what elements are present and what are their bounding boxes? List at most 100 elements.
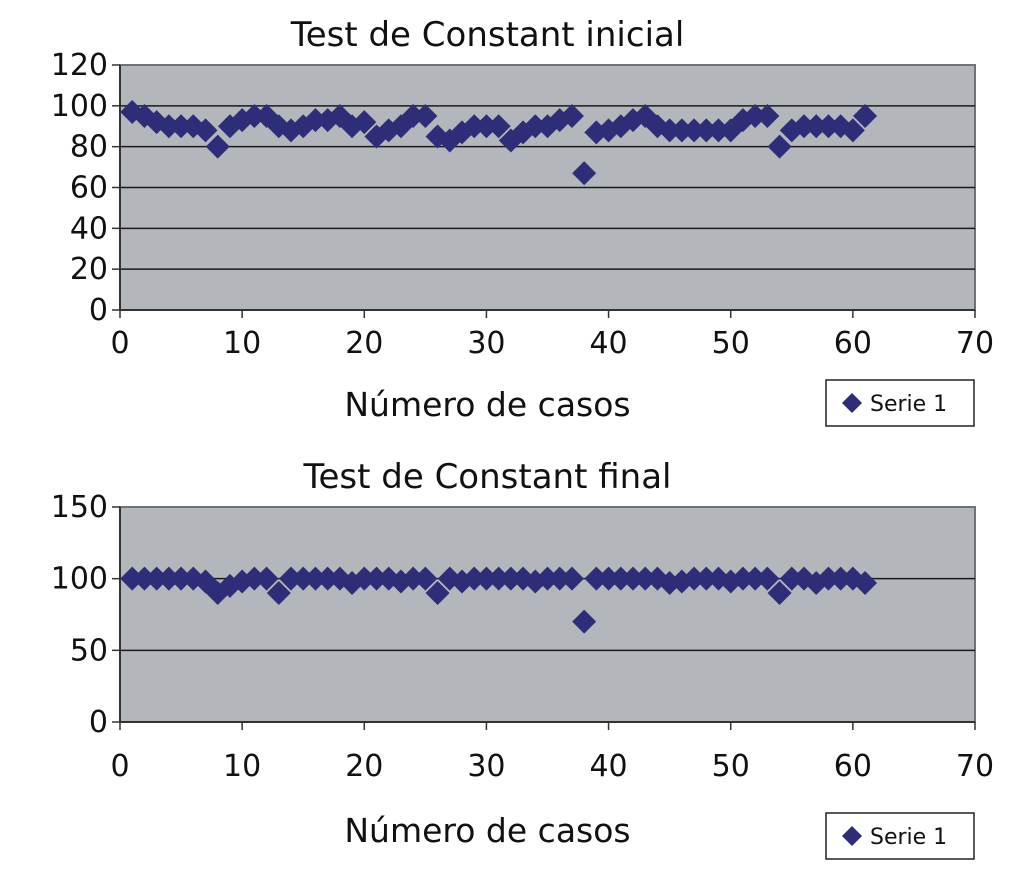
y-tick-label: 120 — [51, 48, 108, 83]
data-point — [535, 566, 560, 591]
data-point — [242, 104, 267, 129]
data-point — [779, 566, 804, 591]
data-point — [315, 566, 340, 591]
data-point — [205, 134, 230, 159]
y-tick-label: 150 — [51, 490, 108, 525]
data-point — [547, 566, 572, 591]
data-point — [193, 118, 218, 143]
data-point — [767, 134, 792, 159]
data-point — [352, 566, 377, 591]
data-point — [743, 104, 768, 129]
data-point — [853, 570, 878, 595]
data-point — [144, 566, 169, 591]
data-point — [254, 104, 279, 129]
chart-title: Test de Constant inicial — [290, 15, 685, 55]
data-point — [559, 104, 584, 129]
y-tick-label: 40 — [70, 211, 108, 246]
data-point — [486, 114, 511, 139]
legend-marker-1 — [842, 826, 862, 846]
data-point — [816, 566, 841, 591]
data-point — [486, 566, 511, 591]
x-tick-label: 50 — [712, 749, 750, 784]
y-tick-label: 100 — [51, 562, 108, 597]
data-point — [792, 114, 816, 139]
data-point — [474, 566, 499, 591]
x-tick-label: 0 — [110, 749, 129, 784]
data-point — [706, 118, 731, 143]
data-point — [156, 114, 181, 139]
data-point — [254, 566, 279, 591]
legend-label: Serie 1 — [870, 392, 947, 417]
legend-marker-0 — [842, 393, 862, 413]
data-point — [364, 124, 389, 149]
x-tick-label: 10 — [223, 749, 261, 784]
chart-title: Test de Constant final — [303, 457, 672, 497]
data-point — [633, 104, 658, 129]
data-point — [840, 118, 865, 143]
data-point — [572, 161, 597, 186]
data-point — [657, 118, 682, 143]
x-tick-label: 70 — [956, 326, 994, 361]
data-point — [853, 104, 878, 129]
data-point — [608, 566, 633, 591]
data-point — [327, 104, 352, 129]
x-tick-label: 20 — [345, 749, 383, 784]
data-point — [156, 566, 181, 591]
data-point — [804, 114, 829, 139]
y-tick-label: 60 — [70, 171, 108, 206]
y-tick-label: 20 — [70, 252, 108, 287]
data-point — [413, 566, 438, 591]
x-tick-label: 40 — [589, 749, 627, 784]
data-point — [132, 104, 157, 129]
y-tick-label: 0 — [89, 293, 108, 328]
data-point — [279, 566, 303, 591]
data-point — [462, 114, 487, 139]
data-point — [828, 566, 853, 591]
data-point — [291, 566, 316, 591]
data-point — [584, 566, 609, 591]
data-point — [559, 566, 584, 591]
legend-label: Serie 1 — [870, 825, 947, 850]
data-point — [462, 566, 487, 591]
y-tick-label: 80 — [70, 130, 108, 165]
x-tick-label: 60 — [834, 749, 872, 784]
data-point — [242, 566, 267, 591]
x-tick-label: 40 — [589, 326, 627, 361]
data-point — [730, 566, 755, 591]
data-point — [694, 566, 719, 591]
data-point — [621, 566, 645, 591]
data-point — [523, 114, 548, 139]
data-point — [596, 566, 621, 591]
data-point — [816, 114, 841, 139]
y-tick-label: 0 — [89, 705, 108, 740]
x-tick-label: 50 — [712, 326, 750, 361]
data-point — [169, 114, 194, 139]
data-point — [682, 566, 707, 591]
x-tick-label: 70 — [956, 749, 994, 784]
data-point — [633, 566, 658, 591]
y-tick-label: 100 — [51, 89, 108, 124]
x-tick-label: 0 — [110, 326, 129, 361]
x-axis-label: Número de casos — [344, 385, 630, 424]
data-point — [266, 581, 291, 605]
data-point — [132, 566, 157, 591]
data-point — [767, 581, 792, 605]
data-point — [364, 566, 389, 591]
x-tick-label: 60 — [834, 326, 872, 361]
data-point — [401, 566, 426, 591]
data-point — [425, 581, 450, 605]
data-point — [755, 104, 780, 129]
data-point — [303, 108, 328, 133]
x-tick-label: 20 — [345, 326, 383, 361]
data-point — [144, 110, 169, 135]
data-point — [743, 566, 768, 591]
data-point — [694, 118, 719, 143]
data-point — [413, 104, 438, 129]
x-tick-label: 10 — [223, 326, 261, 361]
data-point — [474, 114, 499, 139]
data-point — [169, 566, 194, 591]
data-point — [303, 566, 328, 591]
plot-area-1 — [119, 506, 976, 723]
